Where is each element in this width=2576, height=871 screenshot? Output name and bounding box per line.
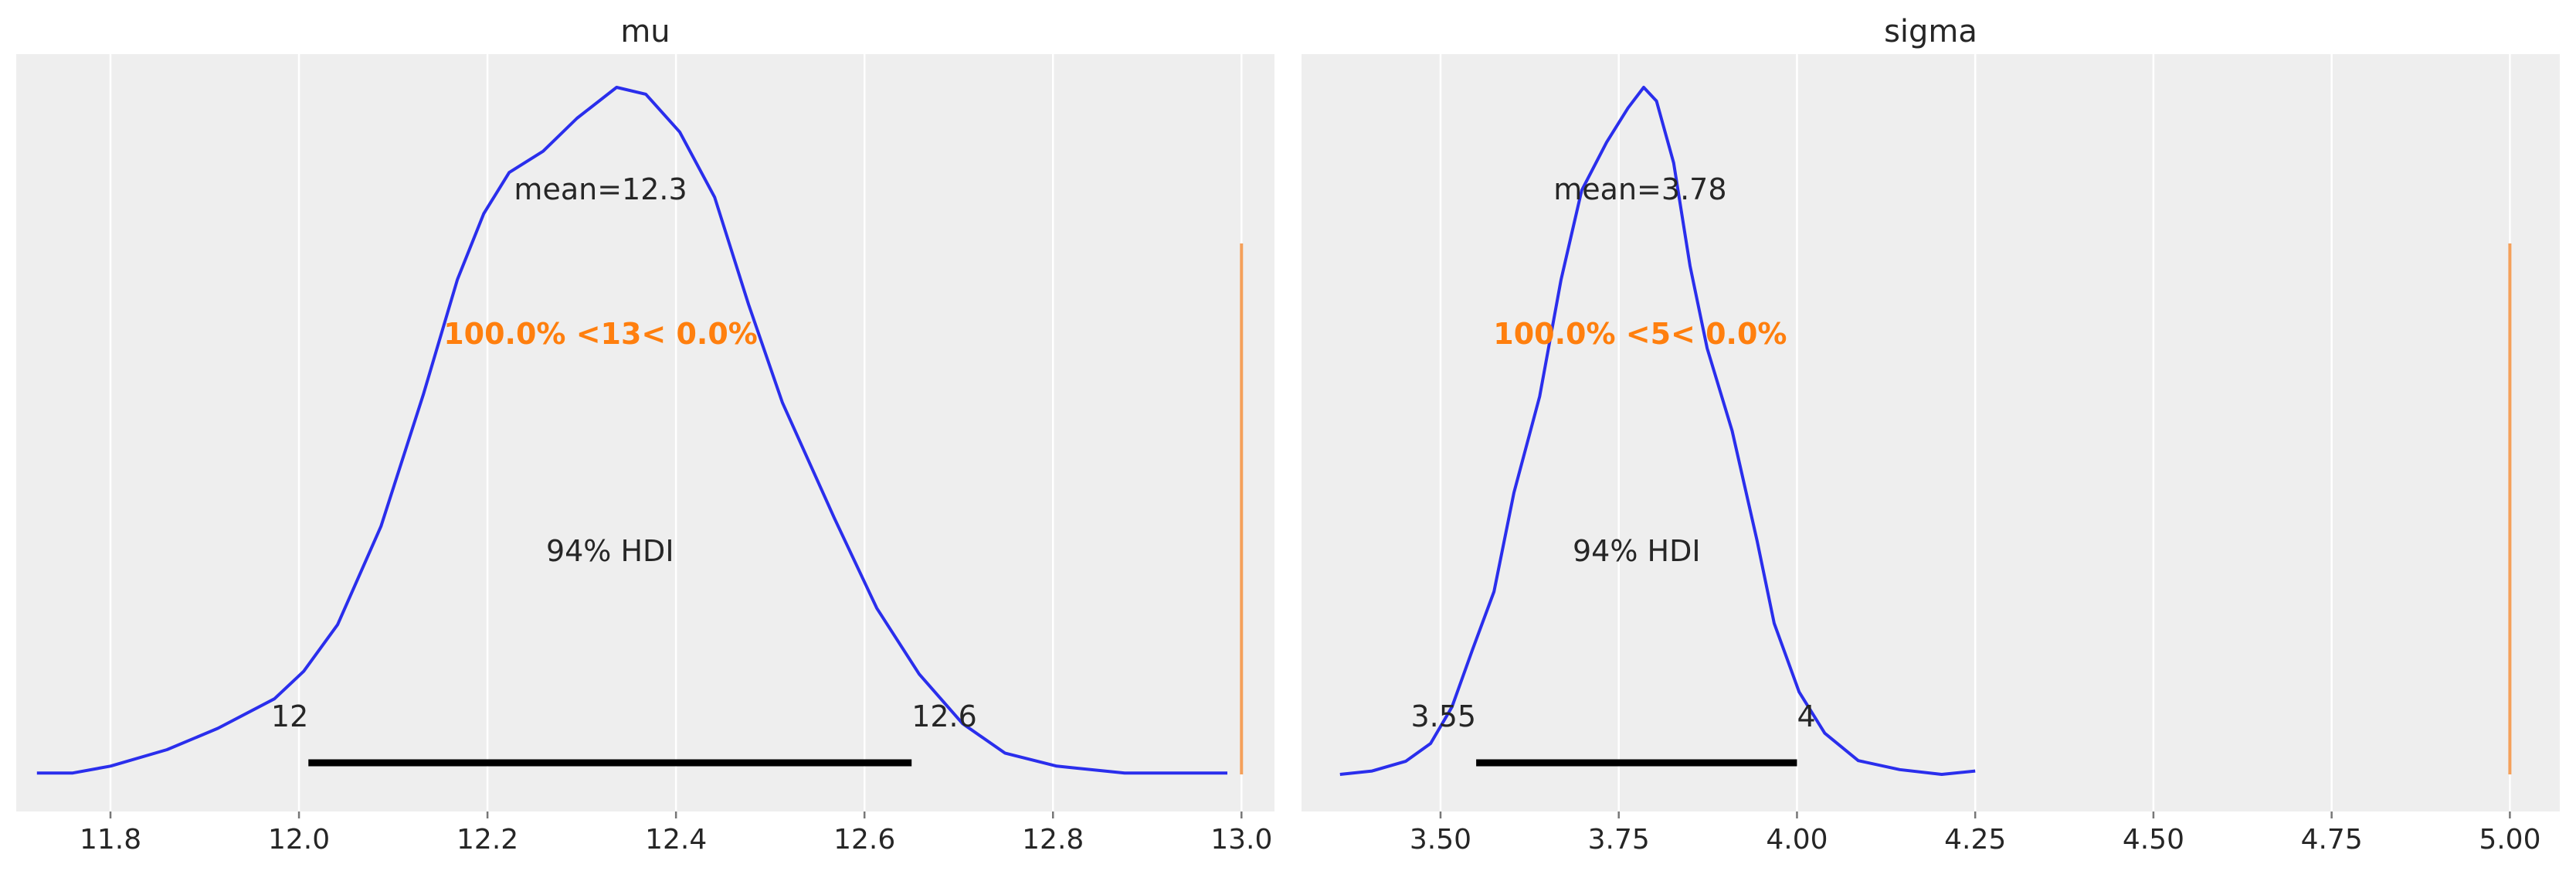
x-tick-label: 3.75 xyxy=(1588,824,1650,856)
x-tick-label: 12.2 xyxy=(456,824,518,856)
hdi-low-label: 3.55 xyxy=(1411,699,1477,733)
x-tick-label: 12.8 xyxy=(1022,824,1084,856)
plot-area xyxy=(16,54,1274,811)
hdi-label: 94% HDI xyxy=(1573,534,1701,568)
x-tick-label: 11.8 xyxy=(80,824,141,856)
subplot-title: mu xyxy=(620,14,670,49)
x-tick-label: 12.4 xyxy=(645,824,707,856)
kde-curve xyxy=(36,86,1227,775)
x-tick-label: 3.50 xyxy=(1410,824,1471,856)
hdi-high-label: 4 xyxy=(1797,699,1815,733)
mean-label: mean=3.78 xyxy=(1553,172,1726,206)
hdi-label: 94% HDI xyxy=(546,534,674,568)
ref-val-label: 100.0% <5< 0.0% xyxy=(1493,317,1787,351)
hdi-high-label: 12.6 xyxy=(911,699,977,733)
plot-area xyxy=(1302,54,2560,811)
x-tick-label: 12.6 xyxy=(833,824,895,856)
kde-curve xyxy=(1339,86,1976,776)
subplot-title: sigma xyxy=(1884,14,1977,49)
mean-label: mean=12.3 xyxy=(514,172,687,206)
hdi-low-label: 12 xyxy=(271,699,308,733)
x-tick-label: 4.75 xyxy=(2301,824,2363,856)
x-tick-label: 4.50 xyxy=(2123,824,2184,856)
x-tick-label: 13.0 xyxy=(1210,824,1272,856)
x-tick-label: 5.00 xyxy=(2479,824,2540,856)
subplot-mu: 11.8 12.0 12.2 12.4 12.6 12.8 13.0 mu 12 12.6 94% … xyxy=(16,14,1274,856)
x-tick-label: 4.00 xyxy=(1766,824,1828,856)
x-tick-label: 4.25 xyxy=(1944,824,2006,856)
ref-val-label: 100.0% <13< 0.0% xyxy=(443,317,758,351)
subplot-sigma: 3.50 3.75 4.00 4.25 4.50 4.75 5.00 sigma 3.55 4 94… xyxy=(1302,14,2560,856)
x-tick-label: 12.0 xyxy=(268,824,330,856)
